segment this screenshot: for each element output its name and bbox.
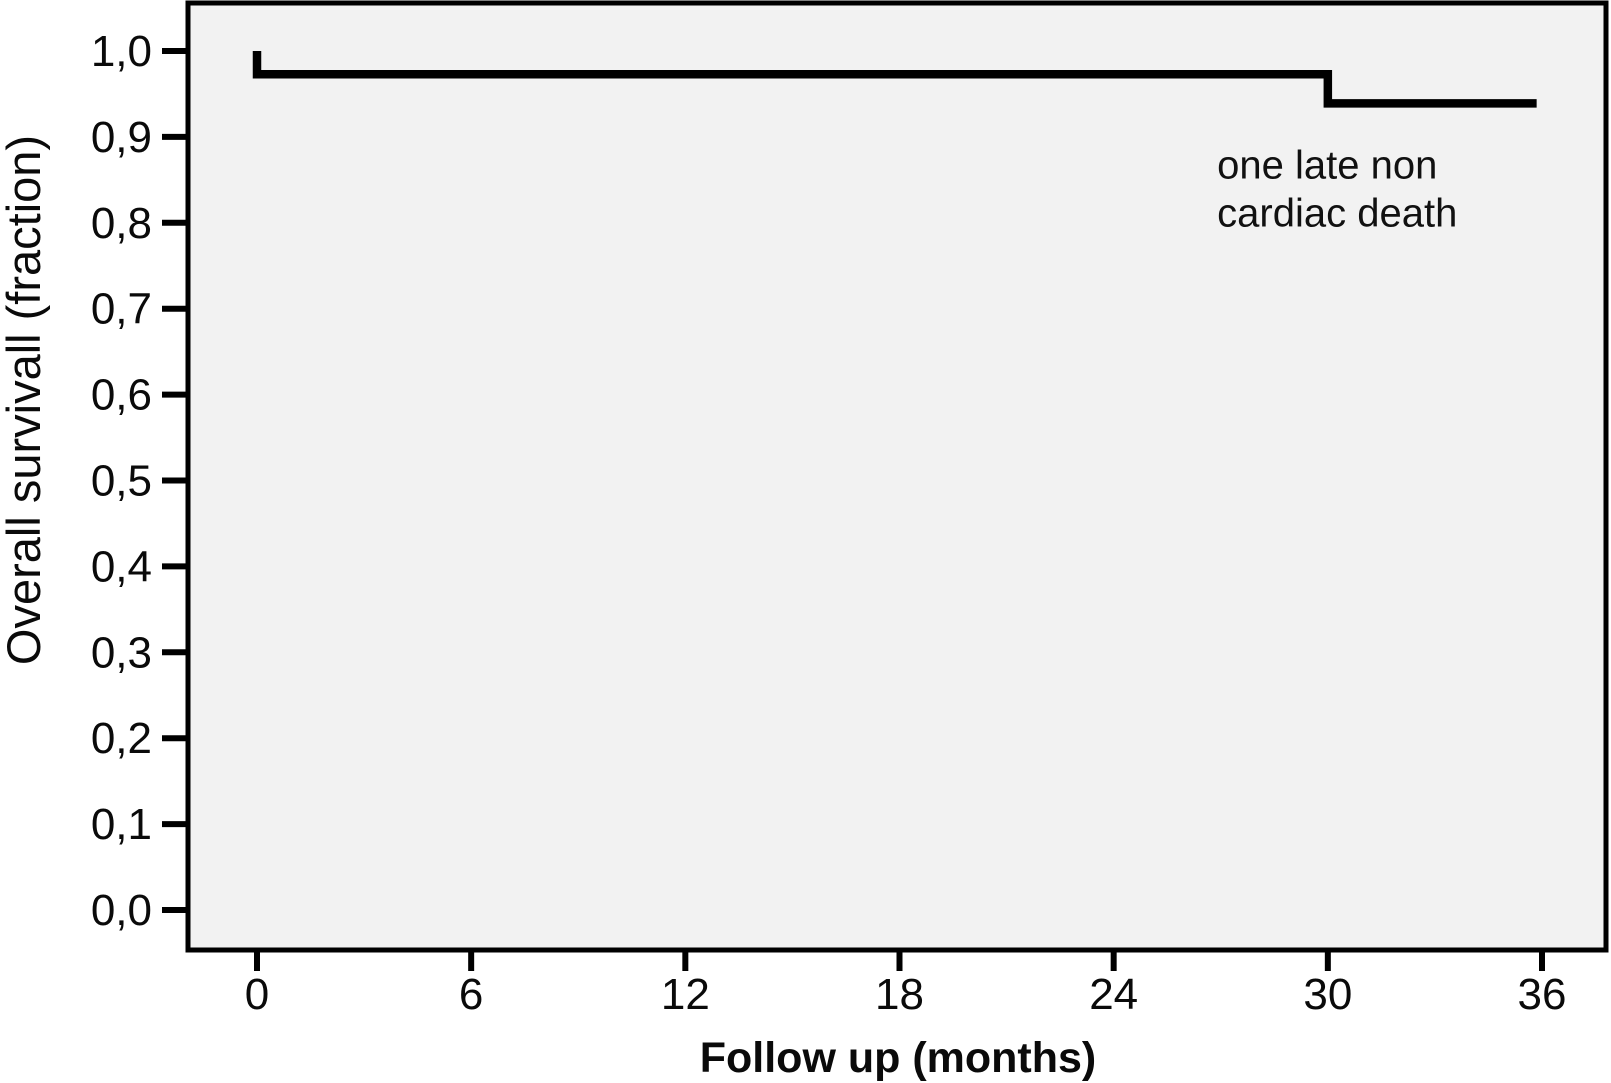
y-tick-label: 0,0 bbox=[91, 886, 152, 935]
y-axis-label: Overall survivall (fraction) bbox=[0, 135, 50, 665]
x-tick-label: 12 bbox=[661, 970, 710, 1019]
survival-curve bbox=[252, 51, 1537, 108]
annotation-line-1: one late non bbox=[1217, 143, 1437, 187]
y-tick-label: 0,6 bbox=[91, 371, 152, 420]
x-axis-ticks bbox=[254, 952, 1545, 971]
x-tick-label: 0 bbox=[245, 970, 269, 1019]
plot-area bbox=[185, 0, 1609, 953]
y-tick-label: 0,3 bbox=[91, 628, 152, 677]
y-tick-label: 0,4 bbox=[91, 542, 152, 591]
y-axis-ticks bbox=[162, 48, 186, 913]
annotation-line-2: cardiac death bbox=[1217, 191, 1457, 235]
x-tick-label: 18 bbox=[875, 970, 924, 1019]
x-axis-label: Follow up (months) bbox=[700, 1034, 1096, 1082]
x-tick-label: 6 bbox=[459, 970, 483, 1019]
x-tick-label: 30 bbox=[1303, 970, 1352, 1019]
x-tick-label: 36 bbox=[1518, 970, 1567, 1019]
y-tick-label: 0,1 bbox=[91, 800, 152, 849]
x-tick-label: 24 bbox=[1089, 970, 1138, 1019]
y-tick-label: 0,7 bbox=[91, 285, 152, 334]
y-tick-label: 0,5 bbox=[91, 457, 152, 506]
annotation: one late non cardiac death bbox=[1217, 143, 1457, 235]
y-tick-label: 0,9 bbox=[91, 113, 152, 162]
y-tick-label: 1,0 bbox=[91, 27, 152, 76]
y-tick-label: 0,2 bbox=[91, 714, 152, 763]
y-axis-tick-labels: 1,0 0,9 0,8 0,7 0,6 0,5 0,4 0,3 0,2 0,1 0,0 bbox=[91, 27, 152, 935]
x-axis-tick-labels: 0 6 12 18 24 30 36 bbox=[245, 970, 1567, 1019]
y-tick-label: 0,8 bbox=[91, 199, 152, 248]
